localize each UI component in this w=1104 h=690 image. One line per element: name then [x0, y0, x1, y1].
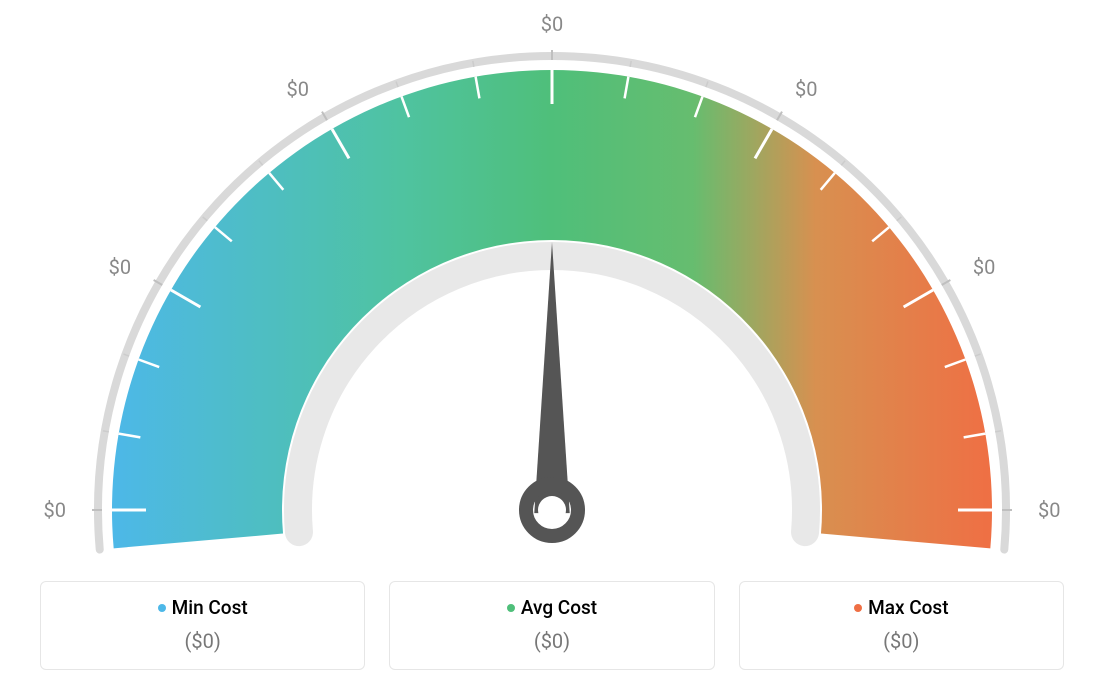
svg-text:$0: $0 — [541, 12, 563, 36]
dot-icon — [854, 604, 862, 612]
legend-max: Max Cost ($0) — [739, 581, 1064, 670]
legend-row: Min Cost ($0) Avg Cost ($0) Max Cost ($0… — [40, 581, 1064, 670]
svg-text:$0: $0 — [1038, 498, 1060, 522]
svg-text:$0: $0 — [109, 255, 131, 279]
gauge-chart: $0 $0 $0 $0 $0 $0 $0 — [0, 0, 1104, 560]
legend-min-value: ($0) — [57, 629, 348, 653]
gauge-svg: $0 $0 $0 $0 $0 $0 $0 — [0, 0, 1104, 560]
svg-text:$0: $0 — [44, 498, 66, 522]
legend-min-title: Min Cost — [57, 596, 348, 619]
legend-avg: Avg Cost ($0) — [389, 581, 714, 670]
legend-max-title: Max Cost — [756, 596, 1047, 619]
dot-icon — [507, 604, 515, 612]
legend-min: Min Cost ($0) — [40, 581, 365, 670]
legend-max-label: Max Cost — [868, 596, 948, 619]
svg-text:$0: $0 — [973, 255, 995, 279]
legend-avg-label: Avg Cost — [521, 596, 597, 619]
svg-text:$0: $0 — [287, 77, 309, 101]
dot-icon — [158, 604, 166, 612]
gauge-group: $0 $0 $0 $0 $0 $0 $0 — [44, 12, 1061, 550]
legend-max-value: ($0) — [756, 629, 1047, 653]
legend-avg-value: ($0) — [406, 629, 697, 653]
legend-min-label: Min Cost — [172, 596, 248, 619]
svg-text:$0: $0 — [795, 77, 817, 101]
legend-avg-title: Avg Cost — [406, 596, 697, 619]
cost-gauge-widget: $0 $0 $0 $0 $0 $0 $0 Min Cost ($0) Avg Cost ($… — [0, 0, 1104, 690]
